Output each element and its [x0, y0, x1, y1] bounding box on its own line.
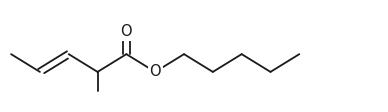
- Text: O: O: [121, 25, 132, 40]
- Text: O: O: [149, 64, 161, 79]
